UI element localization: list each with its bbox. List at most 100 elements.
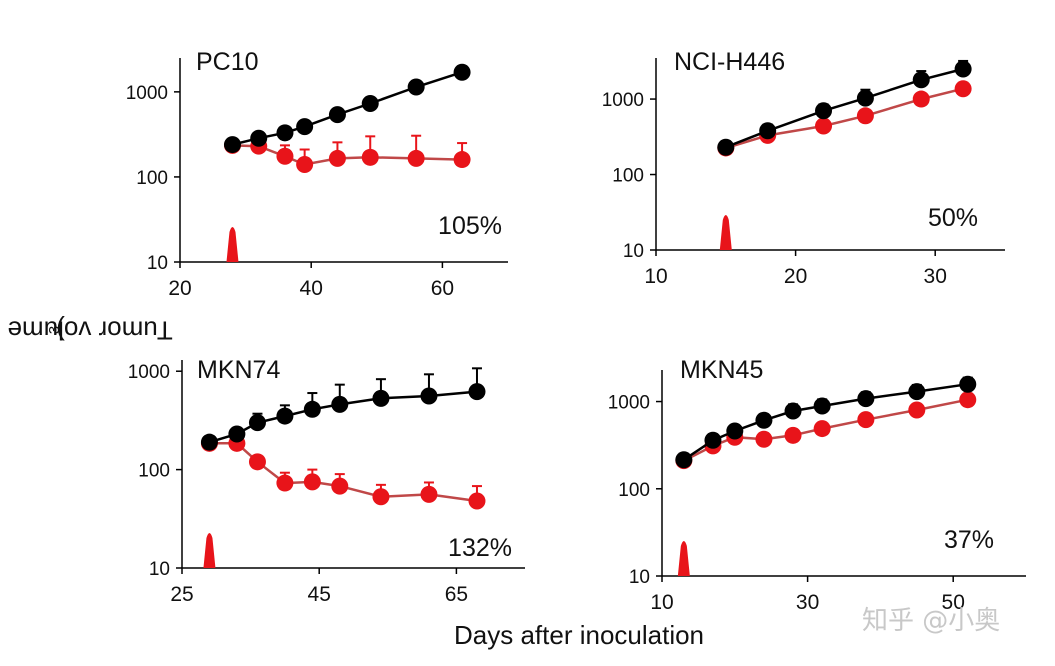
y-tick-label: 1000 bbox=[602, 90, 644, 111]
growth-annotation: 105% bbox=[438, 212, 502, 240]
data-point bbox=[954, 80, 972, 98]
x-tick-label: 10 bbox=[644, 265, 667, 288]
data-point bbox=[815, 117, 833, 135]
data-point bbox=[675, 451, 693, 469]
data-point bbox=[361, 148, 379, 166]
x-tick-label: 20 bbox=[784, 265, 807, 288]
panel-title: NCI-H446 bbox=[674, 48, 785, 76]
x-tick-label: 40 bbox=[300, 277, 323, 300]
data-point bbox=[361, 94, 379, 112]
data-point bbox=[248, 414, 266, 432]
series-control bbox=[223, 63, 471, 154]
x-tick-label: 60 bbox=[431, 277, 454, 300]
series-treated bbox=[717, 80, 972, 157]
y-tick-label: 10 bbox=[629, 567, 650, 588]
data-point bbox=[704, 431, 722, 449]
data-point bbox=[857, 411, 875, 429]
data-point bbox=[228, 425, 246, 443]
treatment-marker bbox=[677, 541, 690, 576]
data-point bbox=[328, 106, 346, 124]
y-tick-label: 10 bbox=[623, 241, 644, 262]
y-tick-label: 1000 bbox=[608, 393, 650, 414]
y-tick-label: 100 bbox=[612, 166, 644, 187]
data-point bbox=[223, 136, 241, 154]
data-point bbox=[856, 107, 874, 125]
data-point bbox=[908, 383, 926, 401]
data-point bbox=[407, 78, 425, 96]
data-point bbox=[959, 391, 977, 409]
panel-pc10: 10 100 1000 20 40 60 PC10 105% bbox=[126, 48, 508, 300]
data-point bbox=[857, 390, 875, 408]
data-point bbox=[331, 395, 349, 413]
series-line bbox=[232, 71, 463, 146]
y-tick-label: 100 bbox=[618, 480, 650, 501]
data-point bbox=[328, 149, 346, 167]
series-control bbox=[717, 59, 972, 156]
data-point bbox=[954, 60, 972, 78]
x-tick-label: 65 bbox=[445, 583, 468, 606]
y-axis-label-text: Tumor volume (mm bbox=[0, 315, 173, 346]
data-point bbox=[755, 411, 773, 429]
data-point bbox=[815, 102, 833, 120]
panel-title: MKN74 bbox=[197, 356, 280, 384]
data-point bbox=[784, 426, 802, 444]
x-tick-label: 20 bbox=[168, 277, 191, 300]
panel-title: PC10 bbox=[196, 48, 259, 76]
data-point bbox=[372, 389, 390, 407]
data-point bbox=[856, 89, 874, 107]
data-point bbox=[717, 138, 735, 156]
x-tick-label: 25 bbox=[170, 583, 193, 606]
panel-mkn45: 10 100 1000 10 30 50 MKN45 37% bbox=[608, 356, 1026, 614]
series-control bbox=[675, 375, 977, 469]
treatment-marker bbox=[203, 533, 216, 568]
y-tick-label: 100 bbox=[138, 461, 170, 482]
data-point bbox=[296, 155, 314, 173]
y-tick-label: 10 bbox=[147, 253, 168, 274]
series-treated bbox=[200, 434, 486, 510]
data-point bbox=[759, 122, 777, 140]
data-point bbox=[372, 488, 390, 506]
data-point bbox=[200, 433, 218, 451]
data-point bbox=[250, 129, 268, 147]
data-point bbox=[468, 492, 486, 510]
data-point bbox=[912, 90, 930, 108]
data-point bbox=[331, 477, 349, 495]
growth-annotation: 37% bbox=[944, 526, 994, 554]
data-point bbox=[959, 375, 977, 393]
data-point bbox=[453, 151, 471, 169]
data-point bbox=[453, 63, 471, 81]
growth-annotation: 50% bbox=[928, 204, 978, 232]
y-tick-label: 100 bbox=[136, 168, 168, 189]
x-tick-label: 30 bbox=[924, 265, 947, 288]
data-point bbox=[303, 473, 321, 491]
panel-mkn74: 10 100 1000 25 45 65 MKN74 132% bbox=[128, 356, 525, 606]
x-tick-label: 30 bbox=[796, 591, 819, 614]
x-tick-label: 50 bbox=[942, 591, 965, 614]
data-point bbox=[276, 407, 294, 425]
data-point bbox=[755, 430, 773, 448]
y-tick-label: 1000 bbox=[126, 83, 168, 104]
series-control bbox=[200, 367, 486, 451]
data-point bbox=[726, 422, 744, 440]
data-point bbox=[296, 118, 314, 136]
data-point bbox=[276, 474, 294, 492]
data-point bbox=[813, 397, 831, 415]
x-tick-label: 45 bbox=[308, 583, 331, 606]
treatment-marker bbox=[226, 227, 239, 262]
data-point bbox=[420, 387, 438, 405]
panel-title: MKN45 bbox=[680, 356, 763, 384]
x-axis-label: Days after inoculation bbox=[454, 620, 705, 650]
data-point bbox=[276, 147, 294, 165]
data-point bbox=[303, 400, 321, 418]
data-point bbox=[420, 485, 438, 503]
data-point bbox=[248, 453, 266, 471]
data-point bbox=[813, 420, 831, 438]
y-axis-label-close: ) bbox=[55, 315, 65, 346]
growth-annotation: 132% bbox=[448, 534, 512, 562]
panel-nci-h446: 10 100 1000 10 20 30 NCI-H446 50% bbox=[602, 48, 1005, 288]
data-point bbox=[908, 401, 926, 419]
data-point bbox=[912, 71, 930, 89]
data-point bbox=[468, 383, 486, 401]
data-point bbox=[276, 124, 294, 142]
